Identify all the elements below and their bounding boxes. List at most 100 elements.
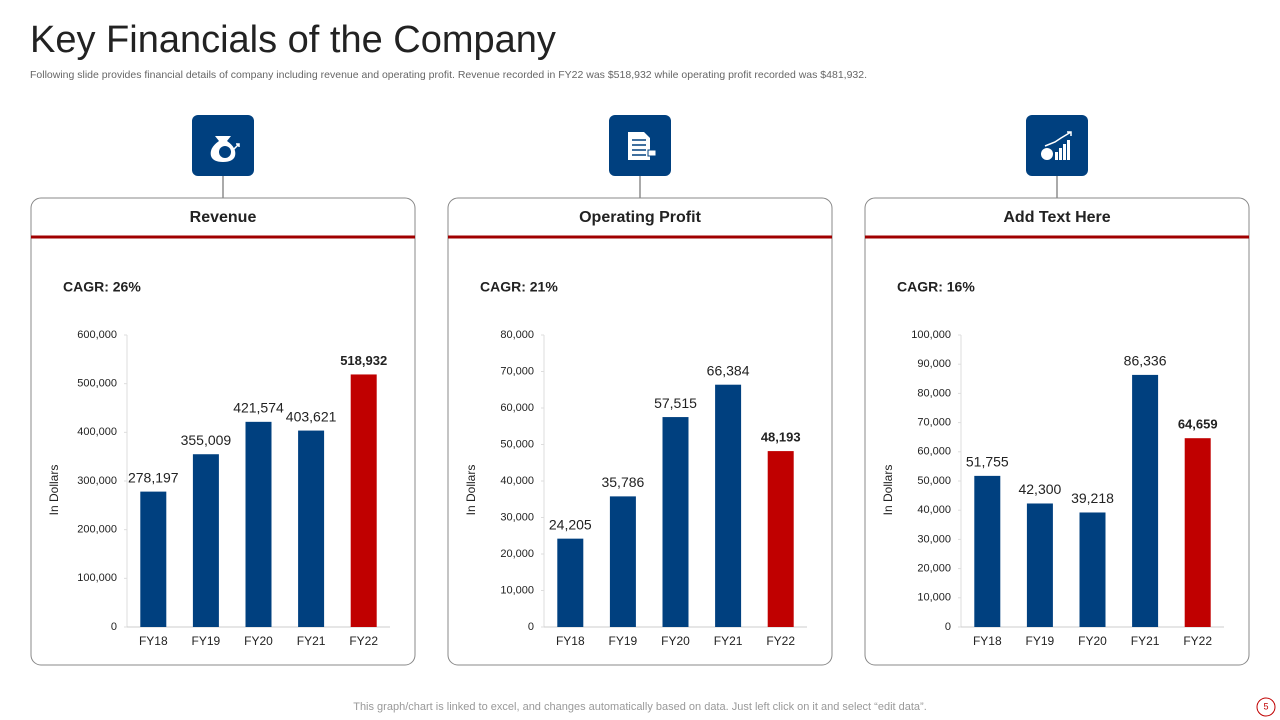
bar bbox=[192, 454, 219, 627]
y-tick-label: 80,000 bbox=[500, 329, 534, 341]
icon bbox=[628, 132, 657, 160]
x-tick-label: FY22 bbox=[349, 634, 378, 648]
x-tick-label: FY20 bbox=[661, 634, 690, 648]
y-tick-label: 200,000 bbox=[77, 524, 117, 536]
icon-box bbox=[1026, 115, 1088, 176]
y-tick-label: 100,000 bbox=[77, 572, 117, 584]
x-tick-label: FY22 bbox=[1183, 634, 1212, 648]
cagr-label: CAGR: 21% bbox=[480, 279, 558, 295]
y-tick-label: 400,000 bbox=[77, 426, 117, 438]
icon-shape bbox=[1059, 148, 1062, 160]
x-tick-label: FY21 bbox=[297, 634, 326, 648]
icon-shape bbox=[628, 132, 650, 160]
y-tick-label: 300,000 bbox=[77, 475, 117, 487]
y-tick-label: 70,000 bbox=[500, 365, 534, 377]
panel-title: Operating Profit bbox=[579, 209, 701, 226]
cagr-label: CAGR: 16% bbox=[897, 279, 975, 295]
x-tick-label: FY21 bbox=[714, 634, 743, 648]
bar bbox=[1132, 374, 1159, 627]
value-label: 518,932 bbox=[340, 353, 387, 368]
y-tick-label: 30,000 bbox=[917, 533, 951, 545]
y-tick-label: 100,000 bbox=[911, 329, 951, 341]
bar bbox=[715, 384, 742, 627]
bar bbox=[662, 417, 689, 627]
y-tick-label: 20,000 bbox=[500, 548, 534, 560]
icon-shape bbox=[647, 149, 657, 157]
icon-shape bbox=[1044, 131, 1072, 147]
bar bbox=[557, 538, 584, 627]
icon-shape bbox=[1063, 144, 1066, 160]
value-label: 64,659 bbox=[1178, 417, 1218, 432]
value-label: 42,300 bbox=[1018, 481, 1061, 497]
y-tick-label: 20,000 bbox=[917, 563, 951, 575]
y-tick-label: 10,000 bbox=[917, 592, 951, 604]
x-tick-label: FY21 bbox=[1131, 634, 1160, 648]
y-tick-label: 90,000 bbox=[917, 358, 951, 370]
value-label: 421,574 bbox=[233, 400, 284, 416]
y-tick-label: 0 bbox=[945, 621, 951, 633]
value-label: 278,197 bbox=[128, 469, 179, 485]
y-tick-label: 0 bbox=[111, 621, 117, 633]
bar bbox=[1079, 512, 1106, 627]
value-label: 39,218 bbox=[1071, 490, 1114, 506]
value-label: 403,621 bbox=[286, 408, 337, 424]
icon bbox=[1041, 131, 1072, 160]
footer-note: This graph/chart is linked to excel, and… bbox=[353, 701, 927, 713]
y-tick-label: 70,000 bbox=[917, 417, 951, 429]
value-label: 51,755 bbox=[966, 454, 1009, 470]
bar bbox=[1184, 438, 1211, 627]
bar bbox=[974, 475, 1001, 627]
x-tick-label: FY19 bbox=[1026, 634, 1055, 648]
panel-title: Add Text Here bbox=[1003, 209, 1110, 226]
y-tick-label: 30,000 bbox=[500, 511, 534, 523]
value-label: 24,205 bbox=[549, 516, 592, 532]
page-badge bbox=[1256, 697, 1276, 717]
x-tick-label: FY19 bbox=[609, 634, 638, 648]
y-tick-label: 50,000 bbox=[500, 438, 534, 450]
bar bbox=[245, 421, 272, 627]
value-label: 57,515 bbox=[654, 395, 697, 411]
x-tick-label: FY20 bbox=[244, 634, 273, 648]
y-tick-label: 500,000 bbox=[77, 378, 117, 390]
x-tick-label: FY18 bbox=[556, 634, 585, 648]
icon-shape bbox=[1041, 148, 1053, 160]
bar bbox=[609, 496, 636, 627]
icon-shape bbox=[232, 143, 240, 151]
cagr-label: CAGR: 26% bbox=[63, 279, 141, 295]
y-tick-label: 40,000 bbox=[917, 504, 951, 516]
y-tick-label: 80,000 bbox=[917, 387, 951, 399]
y-tick-label: 0 bbox=[528, 621, 534, 633]
value-label: 86,336 bbox=[1124, 353, 1167, 369]
icon bbox=[210, 136, 240, 162]
y-axis-label: In Dollars bbox=[464, 465, 478, 516]
y-tick-label: 600,000 bbox=[77, 329, 117, 341]
y-tick-label: 60,000 bbox=[917, 446, 951, 458]
bar bbox=[350, 374, 377, 627]
slide-subtitle: Following slide provides financial detai… bbox=[30, 69, 867, 81]
panel-title: Revenue bbox=[190, 209, 257, 226]
value-label: 35,786 bbox=[601, 474, 644, 490]
bar bbox=[140, 491, 167, 627]
y-axis-label: In Dollars bbox=[47, 465, 61, 516]
slide-title: Key Financials of the Company bbox=[30, 19, 556, 61]
value-label: 66,384 bbox=[707, 362, 750, 378]
y-tick-label: 10,000 bbox=[500, 584, 534, 596]
panel bbox=[30, 197, 416, 666]
value-label: 355,009 bbox=[181, 432, 232, 448]
icon-shape bbox=[219, 146, 231, 158]
x-tick-label: FY18 bbox=[139, 634, 168, 648]
panel bbox=[864, 197, 1250, 666]
y-tick-label: 40,000 bbox=[500, 475, 534, 487]
bar bbox=[298, 430, 325, 627]
x-tick-label: FY20 bbox=[1078, 634, 1107, 648]
y-tick-label: 60,000 bbox=[500, 402, 534, 414]
y-tick-label: 50,000 bbox=[917, 475, 951, 487]
x-tick-label: FY19 bbox=[192, 634, 221, 648]
x-tick-label: FY18 bbox=[973, 634, 1002, 648]
value-label: 48,193 bbox=[761, 430, 801, 445]
bar bbox=[767, 451, 794, 627]
x-tick-label: FY22 bbox=[766, 634, 795, 648]
page-number: 5 bbox=[1263, 701, 1268, 711]
panel bbox=[447, 197, 833, 666]
